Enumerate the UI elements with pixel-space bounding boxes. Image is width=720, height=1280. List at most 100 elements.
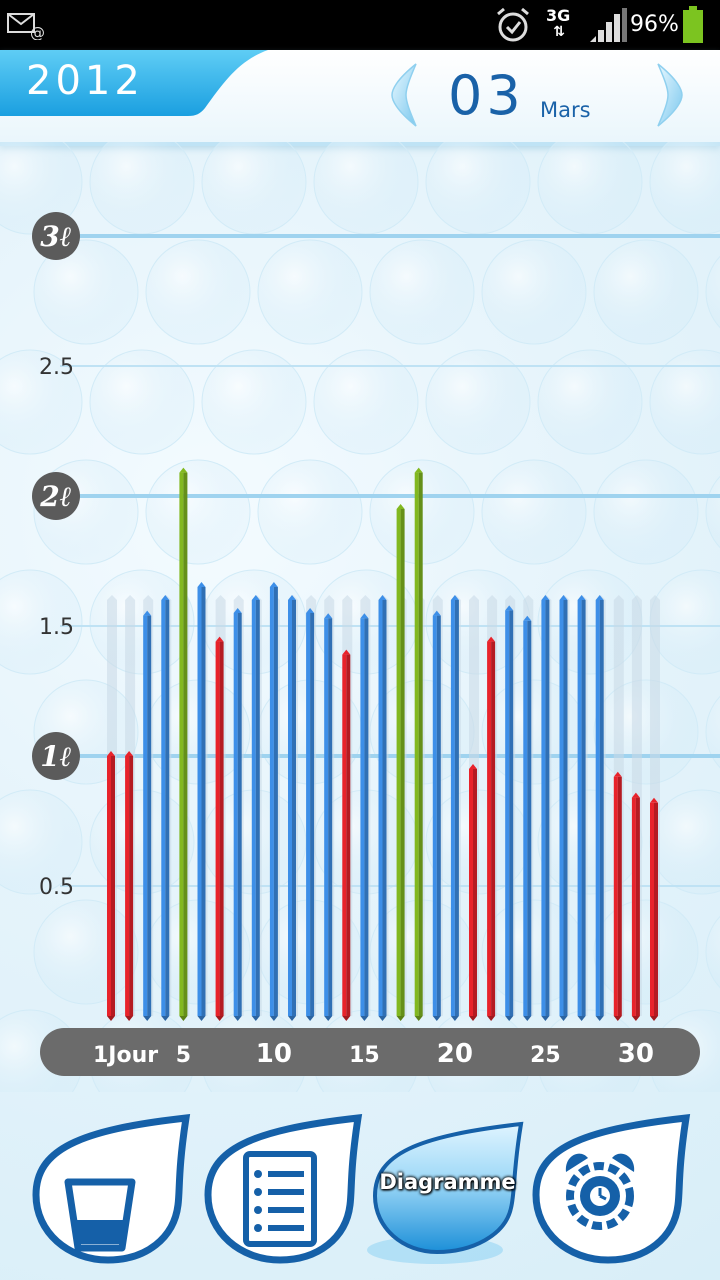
bar-side: [364, 618, 369, 1016]
bar-base: [541, 1016, 550, 1021]
bar-cap: [215, 636, 224, 642]
bar-base: [125, 1016, 134, 1021]
bar-base: [450, 1016, 459, 1021]
bar: [414, 467, 423, 1021]
alarm-tab[interactable]: [528, 1110, 693, 1270]
bar-side: [346, 654, 351, 1016]
bar-side: [563, 600, 568, 1016]
background-bubble: [257, 459, 363, 565]
bar-base: [269, 1016, 278, 1021]
bar-side: [436, 615, 441, 1016]
goal-bar-cap: [324, 595, 335, 600]
previous-month-button[interactable]: [386, 62, 426, 128]
log-tab[interactable]: [200, 1110, 365, 1270]
bar-cap: [233, 608, 242, 613]
bar: [523, 615, 532, 1021]
bar-front: [179, 472, 184, 1017]
bar-base: [595, 1016, 604, 1021]
bar-side: [183, 472, 188, 1017]
background-bubble: [89, 142, 195, 235]
bar: [450, 595, 459, 1021]
goal-bar-cap: [125, 595, 136, 600]
background-bubble: [705, 255, 720, 329]
y-tick-label: 3ℓ: [40, 220, 71, 253]
bar-side: [292, 600, 296, 1016]
bar-cap: [559, 595, 568, 600]
y-tick-label: 0.5: [39, 875, 74, 900]
goal-bar-cap: [469, 595, 479, 600]
bar-cap: [505, 605, 514, 611]
drink-tab[interactable]: [28, 1110, 193, 1270]
bar-side: [545, 600, 550, 1016]
bar-cap: [179, 467, 188, 473]
goal-bar-cap: [650, 595, 660, 600]
bar-side: [527, 620, 532, 1016]
background-bubble: [481, 239, 587, 345]
background-bubble: [201, 142, 307, 235]
bar: [324, 613, 333, 1021]
background-bubble: [369, 239, 475, 345]
bar-front: [324, 618, 329, 1016]
bar-front: [469, 769, 473, 1016]
bar-front: [161, 600, 166, 1016]
bar-front: [143, 615, 148, 1016]
bar-side: [310, 613, 315, 1016]
background-bubble: [0, 569, 83, 675]
bar-front: [251, 600, 256, 1016]
bar: [143, 610, 152, 1021]
bar: [541, 595, 550, 1021]
bar: [288, 595, 296, 1021]
chart-canvas: 3ℓ 2.5 2ℓ 1.5 1ℓ 0.5 1Jour 5 10 15 20 25 30: [0, 142, 720, 1092]
bar-cap: [487, 636, 496, 642]
list-icon: [204, 1114, 363, 1264]
background-bubble: [649, 142, 720, 235]
bar: [360, 613, 369, 1021]
bar-base: [414, 1016, 423, 1021]
bar-front: [577, 600, 582, 1016]
bar-front: [233, 613, 238, 1016]
bar: [378, 595, 387, 1021]
bar-base: [378, 1016, 387, 1021]
bar-side: [654, 802, 658, 1016]
bar-cap: [432, 610, 441, 616]
background-bubble: [313, 349, 419, 455]
bar-side: [129, 756, 134, 1016]
alarm-icon: [497, 7, 529, 42]
bar-cap: [650, 797, 658, 803]
background-bubble: [0, 789, 83, 895]
bar-front: [487, 641, 492, 1016]
bar-front: [306, 613, 311, 1016]
bar: [559, 595, 568, 1021]
bar: [342, 649, 351, 1021]
y-tick-label: 2ℓ: [39, 480, 71, 513]
bar-cap: [342, 649, 351, 655]
bar-base: [233, 1016, 242, 1021]
background-bubble: [537, 569, 643, 675]
bottom-navigation: Diagramme: [0, 1110, 720, 1280]
next-month-button[interactable]: [648, 62, 688, 128]
chart-tab[interactable]: Diagramme: [365, 1110, 530, 1270]
bar-front: [125, 756, 130, 1016]
background-bubble: [89, 569, 195, 675]
bar-cap: [613, 771, 622, 777]
background-bubble: [0, 349, 83, 455]
bar-side: [473, 769, 477, 1016]
goal-bar-cap: [342, 595, 353, 600]
network-type: 3G: [546, 6, 571, 25]
svg-text:@: @: [30, 24, 45, 40]
bar-front: [269, 587, 274, 1016]
chart-icon: [367, 1121, 524, 1264]
bar-front: [650, 802, 654, 1016]
background-bubble: [593, 899, 699, 1005]
bar-side: [219, 641, 224, 1016]
background-bubble: [33, 239, 139, 345]
status-bar: @ 3G ⇅ 96%: [0, 0, 720, 50]
background-bubble: [537, 789, 643, 895]
bar-side: [328, 618, 333, 1016]
bar-front: [559, 600, 564, 1016]
goal-bar-cap: [107, 595, 117, 600]
bar-base: [179, 1016, 188, 1021]
x-tick-label: 30: [618, 1039, 654, 1069]
bar: [595, 595, 604, 1021]
bar: [197, 582, 206, 1021]
